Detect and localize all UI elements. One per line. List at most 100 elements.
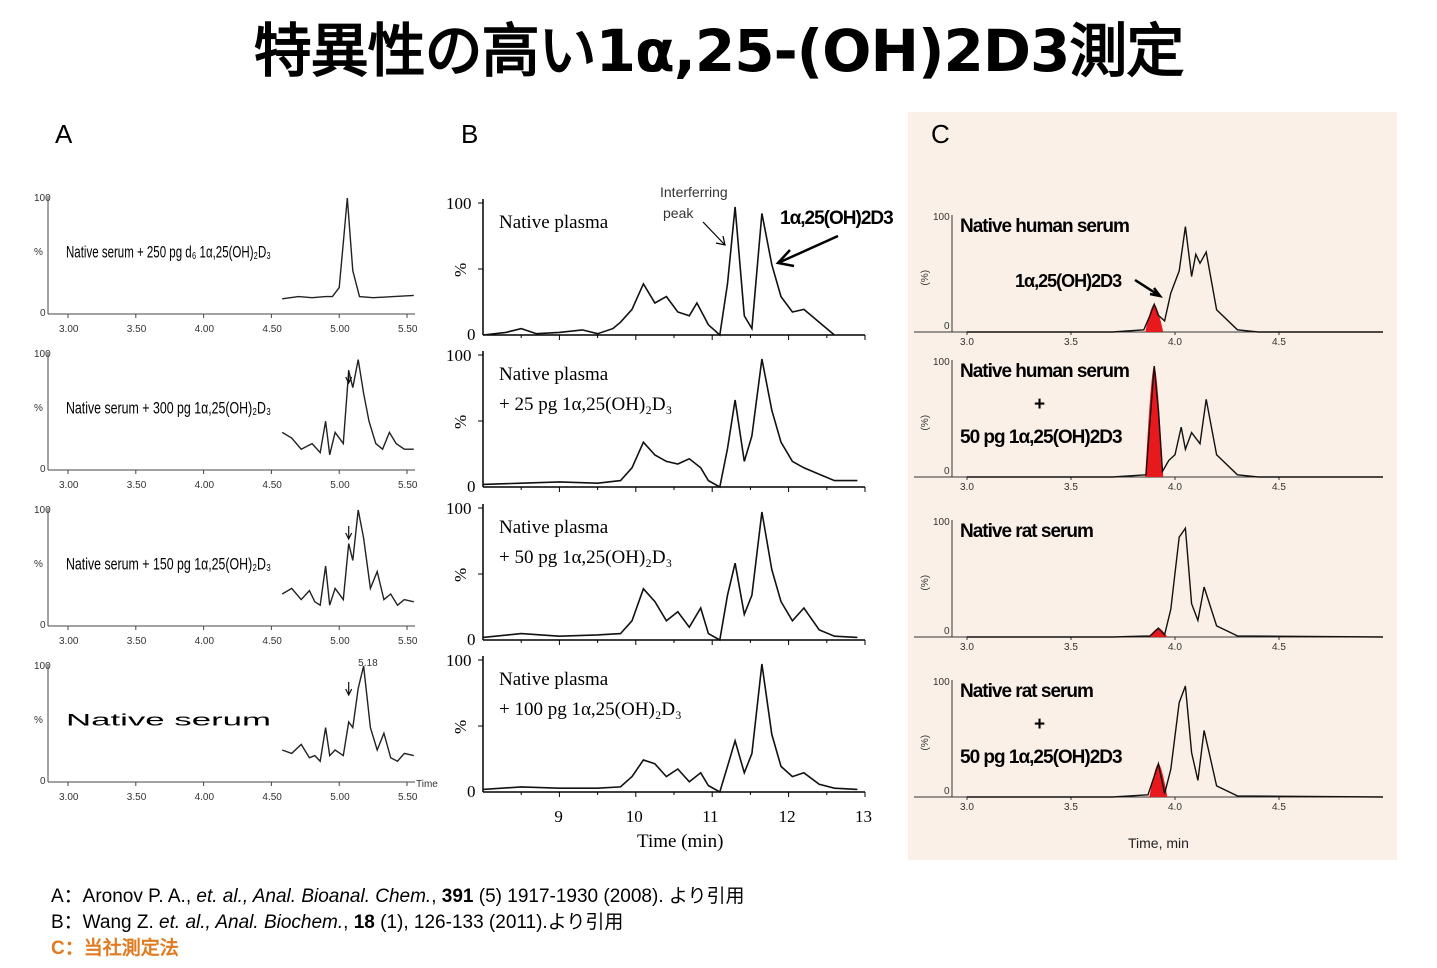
c-x-tick-label: 4.5 [1272, 642, 1286, 653]
a-x-tick-label: 3.50 [127, 636, 147, 647]
a-x-tick-label: 4.50 [262, 792, 282, 803]
c-trace-line [967, 526, 1384, 638]
panel-a-label-wrap: A [55, 119, 73, 149]
c-x-tick-label: 3.5 [1064, 642, 1078, 653]
a-y-unit: % [34, 403, 43, 414]
c-x-tick-label: 4.0 [1168, 482, 1182, 493]
c-analyte-label: 1α,25(OH)2D3 [1015, 271, 1122, 291]
c-x-tick-label: 3.0 [960, 642, 974, 653]
b-y-tick-top: 100 [446, 499, 472, 518]
b-x-tick-label: 13 [855, 807, 872, 826]
a-x-tick-label: 3.50 [127, 324, 147, 335]
a-y-tick-top: 100 [34, 661, 51, 672]
reference-b: B：Wang Z. et. al., Anal. Biochem., 18 (1… [51, 912, 624, 933]
reference-a: A：Aronov P. A., et. al., Anal. Bioanal. … [51, 886, 745, 907]
c-analyte-peak-fill [1145, 366, 1164, 477]
a-x-tick-label: 4.50 [262, 480, 282, 491]
panel-c-label: C [931, 119, 950, 149]
a-x-tick-label: 3.50 [127, 792, 147, 803]
a-x-tick-label: 5.00 [330, 636, 350, 647]
b-y-tick-top: 100 [446, 651, 472, 670]
b-y-tick-zero: 0 [467, 782, 476, 801]
a-x-tick-label: 4.00 [195, 324, 215, 335]
c-x-tick-label: 3.0 [960, 802, 974, 813]
c-y-unit: (%) [920, 415, 931, 431]
b-x-tick-label: 9 [554, 807, 563, 826]
a-x-tick-label: 5.50 [398, 792, 418, 803]
c-trace-label-line2: + [1034, 714, 1045, 735]
c-y-tick-top: 100 [933, 677, 950, 688]
b-interfering-label-2: peak [663, 205, 694, 221]
c-x-tick-label: 4.5 [1272, 482, 1286, 493]
a-arrow-marker [345, 682, 353, 697]
b-y-unit: % [451, 263, 470, 277]
c-x-tick-label: 3.0 [960, 482, 974, 493]
a-x-tick-label: 5.50 [398, 480, 418, 491]
c-analyte-arrow [1134, 278, 1163, 298]
a-trace-label: Native serum [66, 710, 271, 729]
b-trace-label-line1: Native plasma [499, 669, 609, 690]
b-analyte-label: 1α,25(OH)2D3 [780, 208, 893, 229]
b-y-unit: % [451, 568, 470, 582]
c-y-unit: (%) [920, 575, 931, 591]
b-y-tick-zero: 0 [467, 477, 476, 496]
b-y-tick-zero: 0 [467, 630, 476, 649]
c-y-tick-zero: 0 [944, 786, 950, 797]
a-x-tick-label: 5.00 [330, 324, 350, 335]
a-y-tick-zero: 0 [40, 464, 46, 475]
a-x-tick-label: 4.00 [195, 792, 215, 803]
c-y-tick-zero: 0 [944, 626, 950, 637]
c-x-tick-label: 3.0 [960, 337, 974, 348]
c-trace-line [967, 365, 1383, 478]
c-y-tick-top: 100 [933, 357, 950, 368]
a-y-tick-top: 100 [34, 349, 51, 360]
c-x-tick-label: 4.5 [1272, 337, 1286, 348]
c-analyte-peak-fill [1145, 304, 1164, 332]
b-y-tick-top: 100 [446, 194, 472, 213]
b-interfering-arrow [702, 221, 726, 246]
a-trace-line [281, 509, 414, 607]
b-trace-line [482, 511, 858, 642]
a-x-tick-label: 5.50 [398, 636, 418, 647]
b-trace-label-line1: Native plasma [499, 212, 609, 233]
b-analyte-arrow [775, 234, 839, 268]
a-trace-line [282, 197, 414, 300]
b-y-unit: % [451, 415, 470, 429]
a-y-unit: % [34, 247, 43, 258]
c-x-tick-label: 4.0 [1168, 802, 1182, 813]
a-x-tick-label: 4.00 [195, 636, 215, 647]
b-trace-line [482, 206, 835, 337]
a-x-tick-label: 3.00 [59, 324, 79, 335]
a-x-tick-label: 3.00 [59, 792, 79, 803]
panel-b-label-wrap: B [461, 119, 478, 149]
c-x-tick-label: 3.5 [1064, 802, 1078, 813]
b-y-tick-zero: 0 [467, 325, 476, 344]
c-trace-label-line3: 50 pg 1α,25(OH)2D3 [960, 747, 1122, 768]
a-trace-label: Native serum + 250 pg d₆ 1α,25(OH)₂D₃ [66, 242, 271, 261]
c-trace-label-line1: Native human serum [960, 216, 1129, 237]
b-interfering-label-1: Interferring [660, 184, 728, 200]
a-y-unit: % [34, 715, 43, 726]
c-y-tick-top: 100 [933, 212, 950, 223]
c-y-tick-zero: 0 [944, 466, 950, 477]
c-x-tick-label: 4.0 [1168, 337, 1182, 348]
panel-c-background [908, 112, 1397, 860]
a-arrow-marker [345, 526, 353, 541]
c-x-tick-label: 4.5 [1272, 802, 1286, 813]
a-y-tick-zero: 0 [40, 308, 46, 319]
c-analyte-peak-fill [1149, 628, 1168, 637]
a-trace-label: Native serum + 300 pg 1α,25(OH)₂D₃ [66, 398, 271, 417]
a-peak-label: 5.18 [358, 658, 378, 669]
references: A：Aronov P. A., et. al., Anal. Bioanal. … [51, 884, 745, 962]
c-y-tick-zero: 0 [944, 321, 950, 332]
b-x-tick-label: 11 [702, 807, 718, 826]
a-x-tick-label: 4.50 [262, 324, 282, 335]
a-arrow-marker [345, 370, 353, 385]
a-x-tick-label: 4.00 [195, 480, 215, 491]
panel-a-label: A [55, 119, 73, 149]
b-trace-label-line1: Native plasma [499, 517, 609, 538]
b-x-tick-label: 10 [626, 807, 643, 826]
b-y-unit: % [451, 720, 470, 734]
